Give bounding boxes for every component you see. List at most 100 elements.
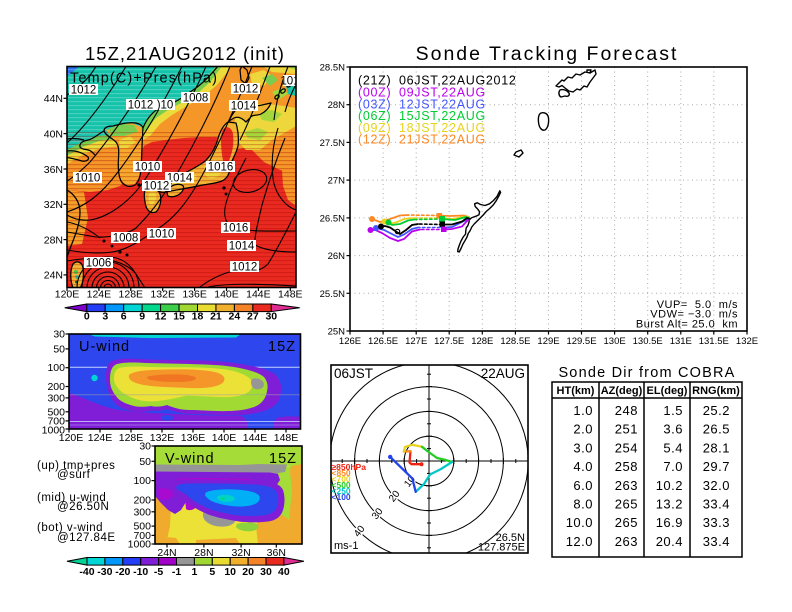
svg-text:32.0: 32.0 xyxy=(703,478,730,493)
svg-text:RNG(km): RNG(km) xyxy=(692,385,740,397)
svg-text:44N: 44N xyxy=(44,93,63,105)
svg-text:8.0: 8.0 xyxy=(573,497,593,512)
svg-text:1008: 1008 xyxy=(113,233,139,245)
svg-text:(bot) v-wind: (bot) v-wind xyxy=(37,522,103,534)
svg-text:@surf: @surf xyxy=(57,469,91,481)
svg-text:(06Z): (06Z) xyxy=(358,109,391,123)
svg-text:1.0: 1.0 xyxy=(573,403,593,418)
svg-text:ms-1: ms-1 xyxy=(334,540,358,552)
svg-text:33.4: 33.4 xyxy=(703,534,730,549)
svg-text:1008: 1008 xyxy=(183,93,209,105)
svg-text:Burst Alt= 25.0 km: Burst Alt= 25.0 km xyxy=(636,319,738,331)
svg-text:25.5N: 25.5N xyxy=(320,289,345,300)
svg-text:3: 3 xyxy=(102,311,108,323)
svg-text:124E: 124E xyxy=(87,289,112,301)
svg-text:V-wind: V-wind xyxy=(165,451,215,467)
svg-text:254: 254 xyxy=(615,440,638,455)
svg-text:1: 1 xyxy=(191,566,197,578)
svg-text:EL(deg): EL(deg) xyxy=(647,385,688,397)
svg-text:265: 265 xyxy=(615,497,638,512)
svg-text:26N: 26N xyxy=(328,251,346,262)
svg-text:263: 263 xyxy=(615,534,638,549)
svg-text:15Z: 15Z xyxy=(269,451,297,467)
svg-text:25N: 25N xyxy=(328,327,346,338)
svg-text:U-wind: U-wind xyxy=(79,339,130,355)
svg-text:1014: 1014 xyxy=(231,101,257,113)
svg-text:50: 50 xyxy=(53,343,65,355)
svg-text:1006: 1006 xyxy=(86,258,112,270)
svg-text:500: 500 xyxy=(133,521,151,533)
svg-text:-10: -10 xyxy=(133,566,148,578)
svg-text:26.5N: 26.5N xyxy=(496,532,525,544)
svg-text:(21Z): (21Z) xyxy=(358,74,391,88)
svg-text:100: 100 xyxy=(133,475,151,487)
svg-text:1.5: 1.5 xyxy=(663,403,683,418)
svg-text:15: 15 xyxy=(173,311,185,323)
svg-text:5: 5 xyxy=(209,566,215,578)
svg-text:130E: 130E xyxy=(604,336,626,347)
svg-text:129.5E: 129.5E xyxy=(566,336,596,347)
svg-text:265: 265 xyxy=(615,515,638,530)
svg-text:500: 500 xyxy=(47,406,65,418)
svg-text:28N: 28N xyxy=(328,100,346,111)
svg-text:1016: 1016 xyxy=(223,223,249,235)
svg-text:Sonde Dir from COBRA: Sonde Dir from COBRA xyxy=(558,365,735,381)
svg-text:131.5E: 131.5E xyxy=(699,336,729,347)
svg-text:10: 10 xyxy=(224,566,236,578)
svg-text:5.4: 5.4 xyxy=(663,440,683,455)
svg-text:Temp(C)+Pres(hPa): Temp(C)+Pres(hPa) xyxy=(70,71,218,87)
svg-text:6.0: 6.0 xyxy=(573,478,593,493)
svg-text:4.0: 4.0 xyxy=(573,459,593,474)
svg-text:128E: 128E xyxy=(119,432,144,444)
svg-text:33.4: 33.4 xyxy=(703,497,730,512)
svg-text:140E: 140E xyxy=(212,432,237,444)
svg-text:)10: )10 xyxy=(157,100,174,112)
svg-text:140E: 140E xyxy=(214,289,239,301)
svg-text:132E: 132E xyxy=(736,336,758,347)
svg-text:0: 0 xyxy=(84,311,90,323)
svg-text:VDW= −3.0 m/s: VDW= −3.0 m/s xyxy=(650,309,738,321)
svg-text:30: 30 xyxy=(260,566,272,578)
svg-text:(09Z): (09Z) xyxy=(358,121,391,135)
svg-text:2.0: 2.0 xyxy=(573,422,593,437)
svg-text:126.5E: 126.5E xyxy=(368,336,398,347)
svg-text:15Z,21AUG2012 (init): 15Z,21AUG2012 (init) xyxy=(85,43,285,64)
svg-text:136E: 136E xyxy=(182,289,207,301)
svg-text:09JST,22AUG: 09JST,22AUG xyxy=(399,86,486,100)
svg-text:-40: -40 xyxy=(79,566,94,578)
svg-text:06JST,22AUG2012: 06JST,22AUG2012 xyxy=(399,74,517,88)
svg-text:HT(km): HT(km) xyxy=(557,385,595,397)
svg-text:40N: 40N xyxy=(44,128,63,140)
svg-text:1010: 1010 xyxy=(75,173,101,185)
svg-text:129E: 129E xyxy=(537,336,559,347)
svg-text:1012: 1012 xyxy=(233,84,259,96)
svg-text:18JST,22AUG: 18JST,22AUG xyxy=(399,121,486,135)
svg-text:1010: 1010 xyxy=(135,162,161,174)
svg-text:20: 20 xyxy=(242,566,254,578)
svg-text:128E: 128E xyxy=(471,336,493,347)
svg-text:124E: 124E xyxy=(88,432,113,444)
svg-text:136E: 136E xyxy=(181,432,206,444)
svg-text:1012: 1012 xyxy=(232,262,258,274)
svg-text:9: 9 xyxy=(139,311,145,323)
svg-text:126E: 126E xyxy=(339,336,361,347)
svg-text:131E: 131E xyxy=(670,336,692,347)
svg-text:148E: 148E xyxy=(274,432,299,444)
svg-text:27.5N: 27.5N xyxy=(320,138,345,149)
svg-text:18: 18 xyxy=(192,311,204,323)
svg-text:VUP= 5.0 m/s: VUP= 5.0 m/s xyxy=(657,299,738,311)
svg-text:25.2: 25.2 xyxy=(703,403,730,418)
svg-text:101: 101 xyxy=(280,76,299,88)
svg-text:12.0: 12.0 xyxy=(566,534,593,549)
svg-text:13.2: 13.2 xyxy=(656,497,683,512)
svg-text:27N: 27N xyxy=(328,176,346,187)
svg-text:300: 300 xyxy=(133,506,151,518)
svg-text:26.5N: 26.5N xyxy=(320,213,345,224)
svg-text:15JST,22AUG: 15JST,22AUG xyxy=(399,109,486,123)
svg-text:700: 700 xyxy=(47,415,65,427)
svg-text:30: 30 xyxy=(139,441,151,453)
svg-text:(mid) u-wind: (mid) u-wind xyxy=(37,492,106,504)
svg-text:33.3: 33.3 xyxy=(703,515,730,530)
svg-text:<850: <850 xyxy=(332,468,351,478)
svg-text:127E: 127E xyxy=(405,336,427,347)
